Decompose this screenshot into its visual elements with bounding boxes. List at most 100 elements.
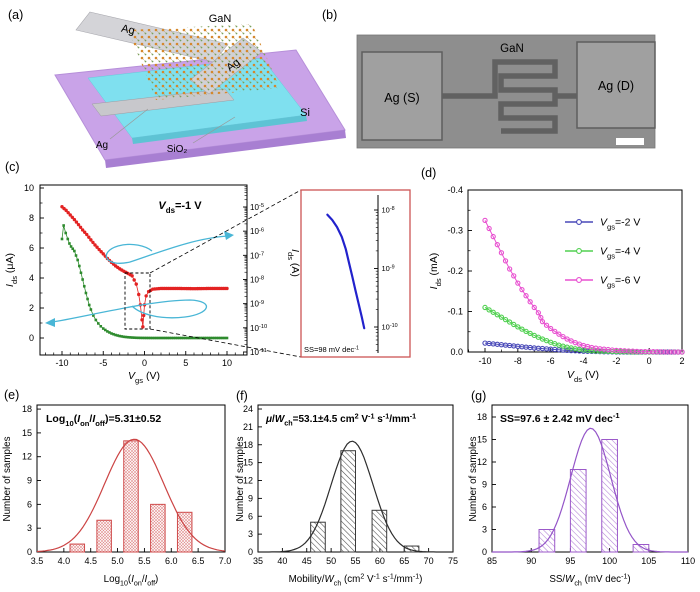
y-tick-label: 12 xyxy=(22,452,32,462)
x-tick-label: 40 xyxy=(277,556,287,566)
series-linear-marker xyxy=(221,336,225,340)
x-tick-label: 5 xyxy=(183,358,188,368)
series-marker xyxy=(486,307,492,313)
series-linear-marker xyxy=(79,271,83,275)
series-linear-marker xyxy=(145,336,148,340)
y-tick-label: 0 xyxy=(248,547,253,557)
series-marker xyxy=(486,225,492,232)
series-linear-marker xyxy=(174,336,177,340)
series-linear-marker xyxy=(207,336,210,340)
series-log-marker xyxy=(93,243,97,247)
series-linear-marker xyxy=(69,245,73,248)
panel-label-c: (c) xyxy=(5,160,20,174)
series-marker xyxy=(556,331,562,337)
x-tick-label: 85 xyxy=(487,556,497,566)
series-linear-marker xyxy=(163,336,167,340)
series-linear-marker xyxy=(124,335,128,339)
series-marker xyxy=(482,217,488,224)
series-linear-marker xyxy=(81,278,84,281)
series-linear-marker xyxy=(141,336,144,340)
x-tick-label: 75 xyxy=(448,556,458,566)
series-marker xyxy=(523,328,529,334)
series-marker xyxy=(482,304,488,311)
drain-pad-label: Ag (D) xyxy=(598,79,634,93)
series-linear-marker xyxy=(159,336,163,340)
series-linear-marker xyxy=(78,264,81,268)
x-axis-title: SS/Wch (mV dec-1) xyxy=(549,573,630,588)
series-log-marker xyxy=(87,235,91,239)
x-tick-label: 5.0 xyxy=(111,556,124,566)
series-log-marker xyxy=(141,313,146,318)
x-tick-label: -2 xyxy=(612,356,620,366)
x-axis-title: Vds (V) xyxy=(567,369,599,384)
series-marker xyxy=(494,312,500,318)
right-axis-arrowhead xyxy=(224,231,234,240)
histogram-bar xyxy=(123,440,139,553)
series-linear-marker xyxy=(110,332,113,335)
x-tick-label: 95 xyxy=(565,556,575,566)
x-tick-label: 70 xyxy=(424,556,434,566)
series-linear-marker xyxy=(203,336,206,340)
histogram-bar xyxy=(150,503,166,553)
series-marker xyxy=(568,338,574,344)
y-axis-title: Ids (μA) xyxy=(4,253,19,287)
series-linear-marker xyxy=(97,322,100,325)
series-log-marker xyxy=(78,225,83,229)
y-tick-label: 6 xyxy=(27,499,32,509)
y-tick-label: 3 xyxy=(248,529,253,539)
series-linear-marker xyxy=(74,254,78,257)
series-marker xyxy=(527,330,533,337)
series-log-marker xyxy=(76,222,81,227)
source-electrode-label: Ag xyxy=(120,23,136,38)
series-linear-marker xyxy=(147,336,150,340)
series-linear-marker xyxy=(219,336,223,340)
x-axis-title: Mobility/Wch (cm2 V-1 s-1/mm-1) xyxy=(289,573,423,588)
series-linear-marker xyxy=(165,336,169,340)
series-marker xyxy=(515,324,521,330)
series-linear-marker xyxy=(186,336,190,340)
panel-a-schematic: Ag GaN Ag Si Ag SiO₂ xyxy=(54,11,346,168)
series-marker xyxy=(531,304,537,311)
sio2-leader-line xyxy=(192,116,236,144)
gaussian-fit-curve xyxy=(36,438,226,553)
y-tick-label: 12 xyxy=(243,476,253,486)
series-linear-marker xyxy=(99,325,103,328)
y-tick-label: -0.2 xyxy=(447,266,463,276)
panel-label-d: (d) xyxy=(421,166,437,180)
series-linear-marker xyxy=(190,336,194,340)
y2-tick-label: 10-10 xyxy=(250,324,267,333)
histogram-bar xyxy=(340,450,356,553)
series-linear-marker xyxy=(120,335,124,338)
series-marker xyxy=(511,273,517,279)
series-log-marker xyxy=(140,318,144,322)
stat-annotation: SS=97.6 ± 2.42 mV dec-1 xyxy=(500,411,620,425)
series-linear-marker xyxy=(134,336,138,340)
series-log-marker xyxy=(82,230,87,234)
y-axis-title: Number of samples xyxy=(235,436,246,521)
series-linear-marker xyxy=(106,330,109,333)
inset-curve xyxy=(326,213,366,330)
series-linear-marker xyxy=(116,334,119,337)
series-linear-marker xyxy=(82,284,86,288)
gan-serpentine-channel xyxy=(442,59,577,134)
series-linear-marker xyxy=(200,336,204,340)
series-marker xyxy=(679,349,685,355)
y2-tick-label: 10-9 xyxy=(250,300,264,309)
series-linear-marker xyxy=(180,336,183,340)
x-tick-label: 2 xyxy=(679,356,684,366)
series-log-marker xyxy=(72,217,77,222)
series-log-marker xyxy=(95,245,99,249)
inset-ss-label: SS=98 mV dec-1 xyxy=(304,345,359,354)
series-marker xyxy=(535,334,542,340)
series-linear-marker xyxy=(167,336,171,340)
series-marker xyxy=(523,293,529,299)
x-tick-label: 35 xyxy=(253,556,263,566)
series-marker xyxy=(539,318,546,325)
series-linear-marker xyxy=(225,336,229,340)
zoom-connector-bottom xyxy=(149,328,302,358)
x-tick-label: 0 xyxy=(647,356,652,366)
y-tick-label: 0 xyxy=(482,547,487,557)
series-linear-marker xyxy=(130,336,134,339)
series-log-marker xyxy=(141,325,145,329)
y-tick-label: 6 xyxy=(248,511,253,521)
